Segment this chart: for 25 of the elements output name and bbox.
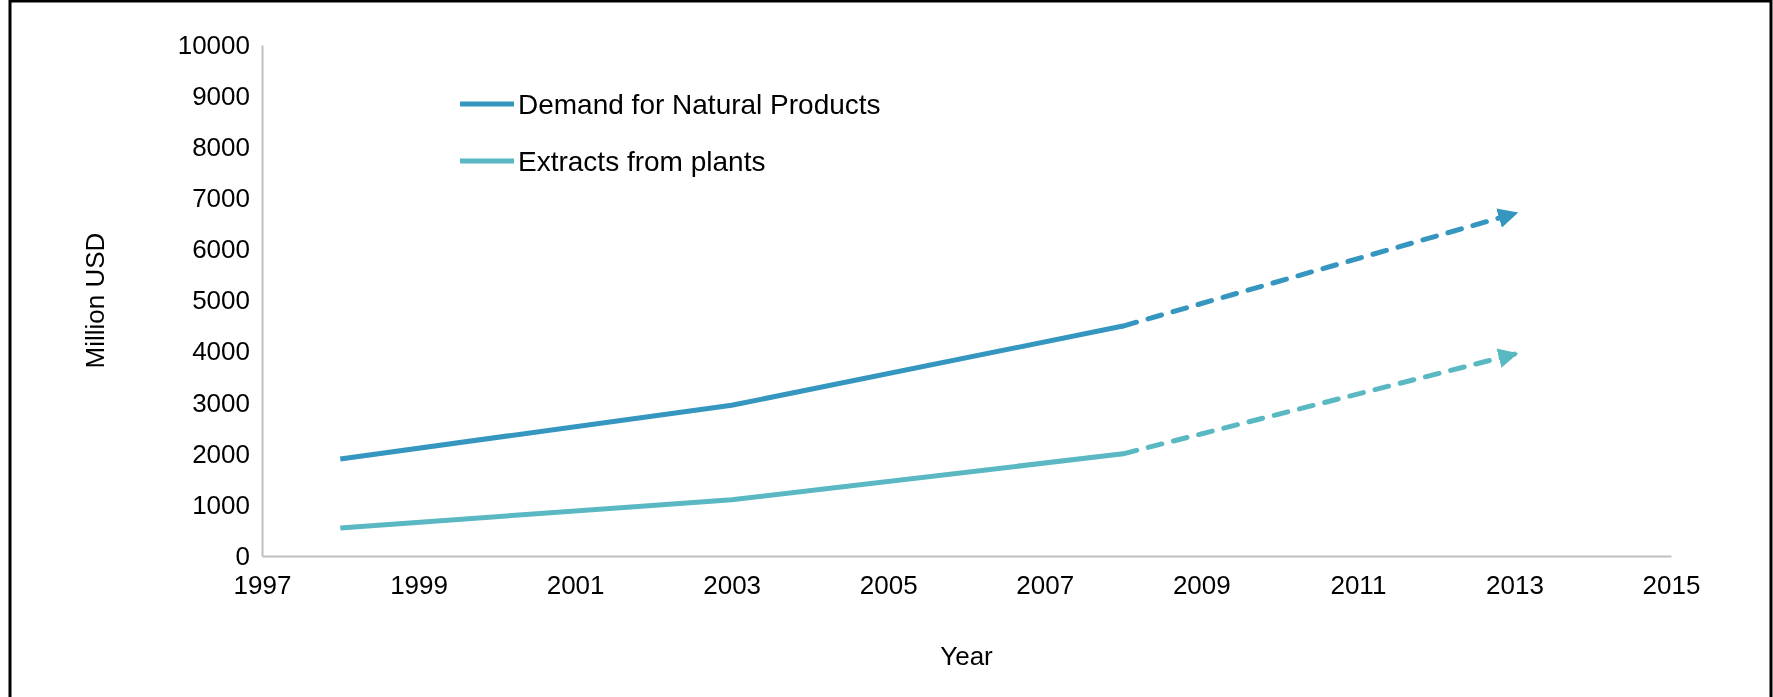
x-tick-label: 2015 (1642, 570, 1701, 601)
x-tick-label: 1997 (233, 570, 292, 601)
x-tick-label: 2011 (1330, 570, 1387, 601)
x-tick-label: 2007 (1016, 570, 1075, 601)
y-axis-title: Million USD (80, 232, 110, 369)
y-tick-label: 8000 (192, 132, 250, 163)
y-tick-label: 9000 (192, 80, 250, 111)
legend-label: Extracts from plants (518, 145, 766, 177)
y-tick-label: 1000 (192, 489, 250, 520)
y-tick-label: 6000 (192, 234, 250, 265)
legend-label: Demand for Natural Products (518, 88, 881, 120)
x-tick-label: 2005 (859, 570, 918, 601)
y-tick-label: 5000 (192, 285, 250, 316)
y-tick-label: 10000 (177, 29, 250, 60)
x-tick-label: 2003 (703, 570, 762, 601)
x-tick-label: 2009 (1172, 570, 1231, 601)
y-tick-label: 7000 (192, 183, 250, 214)
x-axis-title: Year (940, 641, 994, 671)
y-tick-label: 0 (235, 540, 250, 571)
x-tick-label: 2013 (1486, 570, 1544, 601)
y-tick-label: 4000 (192, 336, 250, 367)
x-tick-label: 1999 (390, 570, 448, 601)
y-tick-label: 2000 (192, 438, 250, 469)
x-tick-label: 2001 (546, 570, 605, 601)
y-tick-label: 3000 (192, 387, 250, 418)
